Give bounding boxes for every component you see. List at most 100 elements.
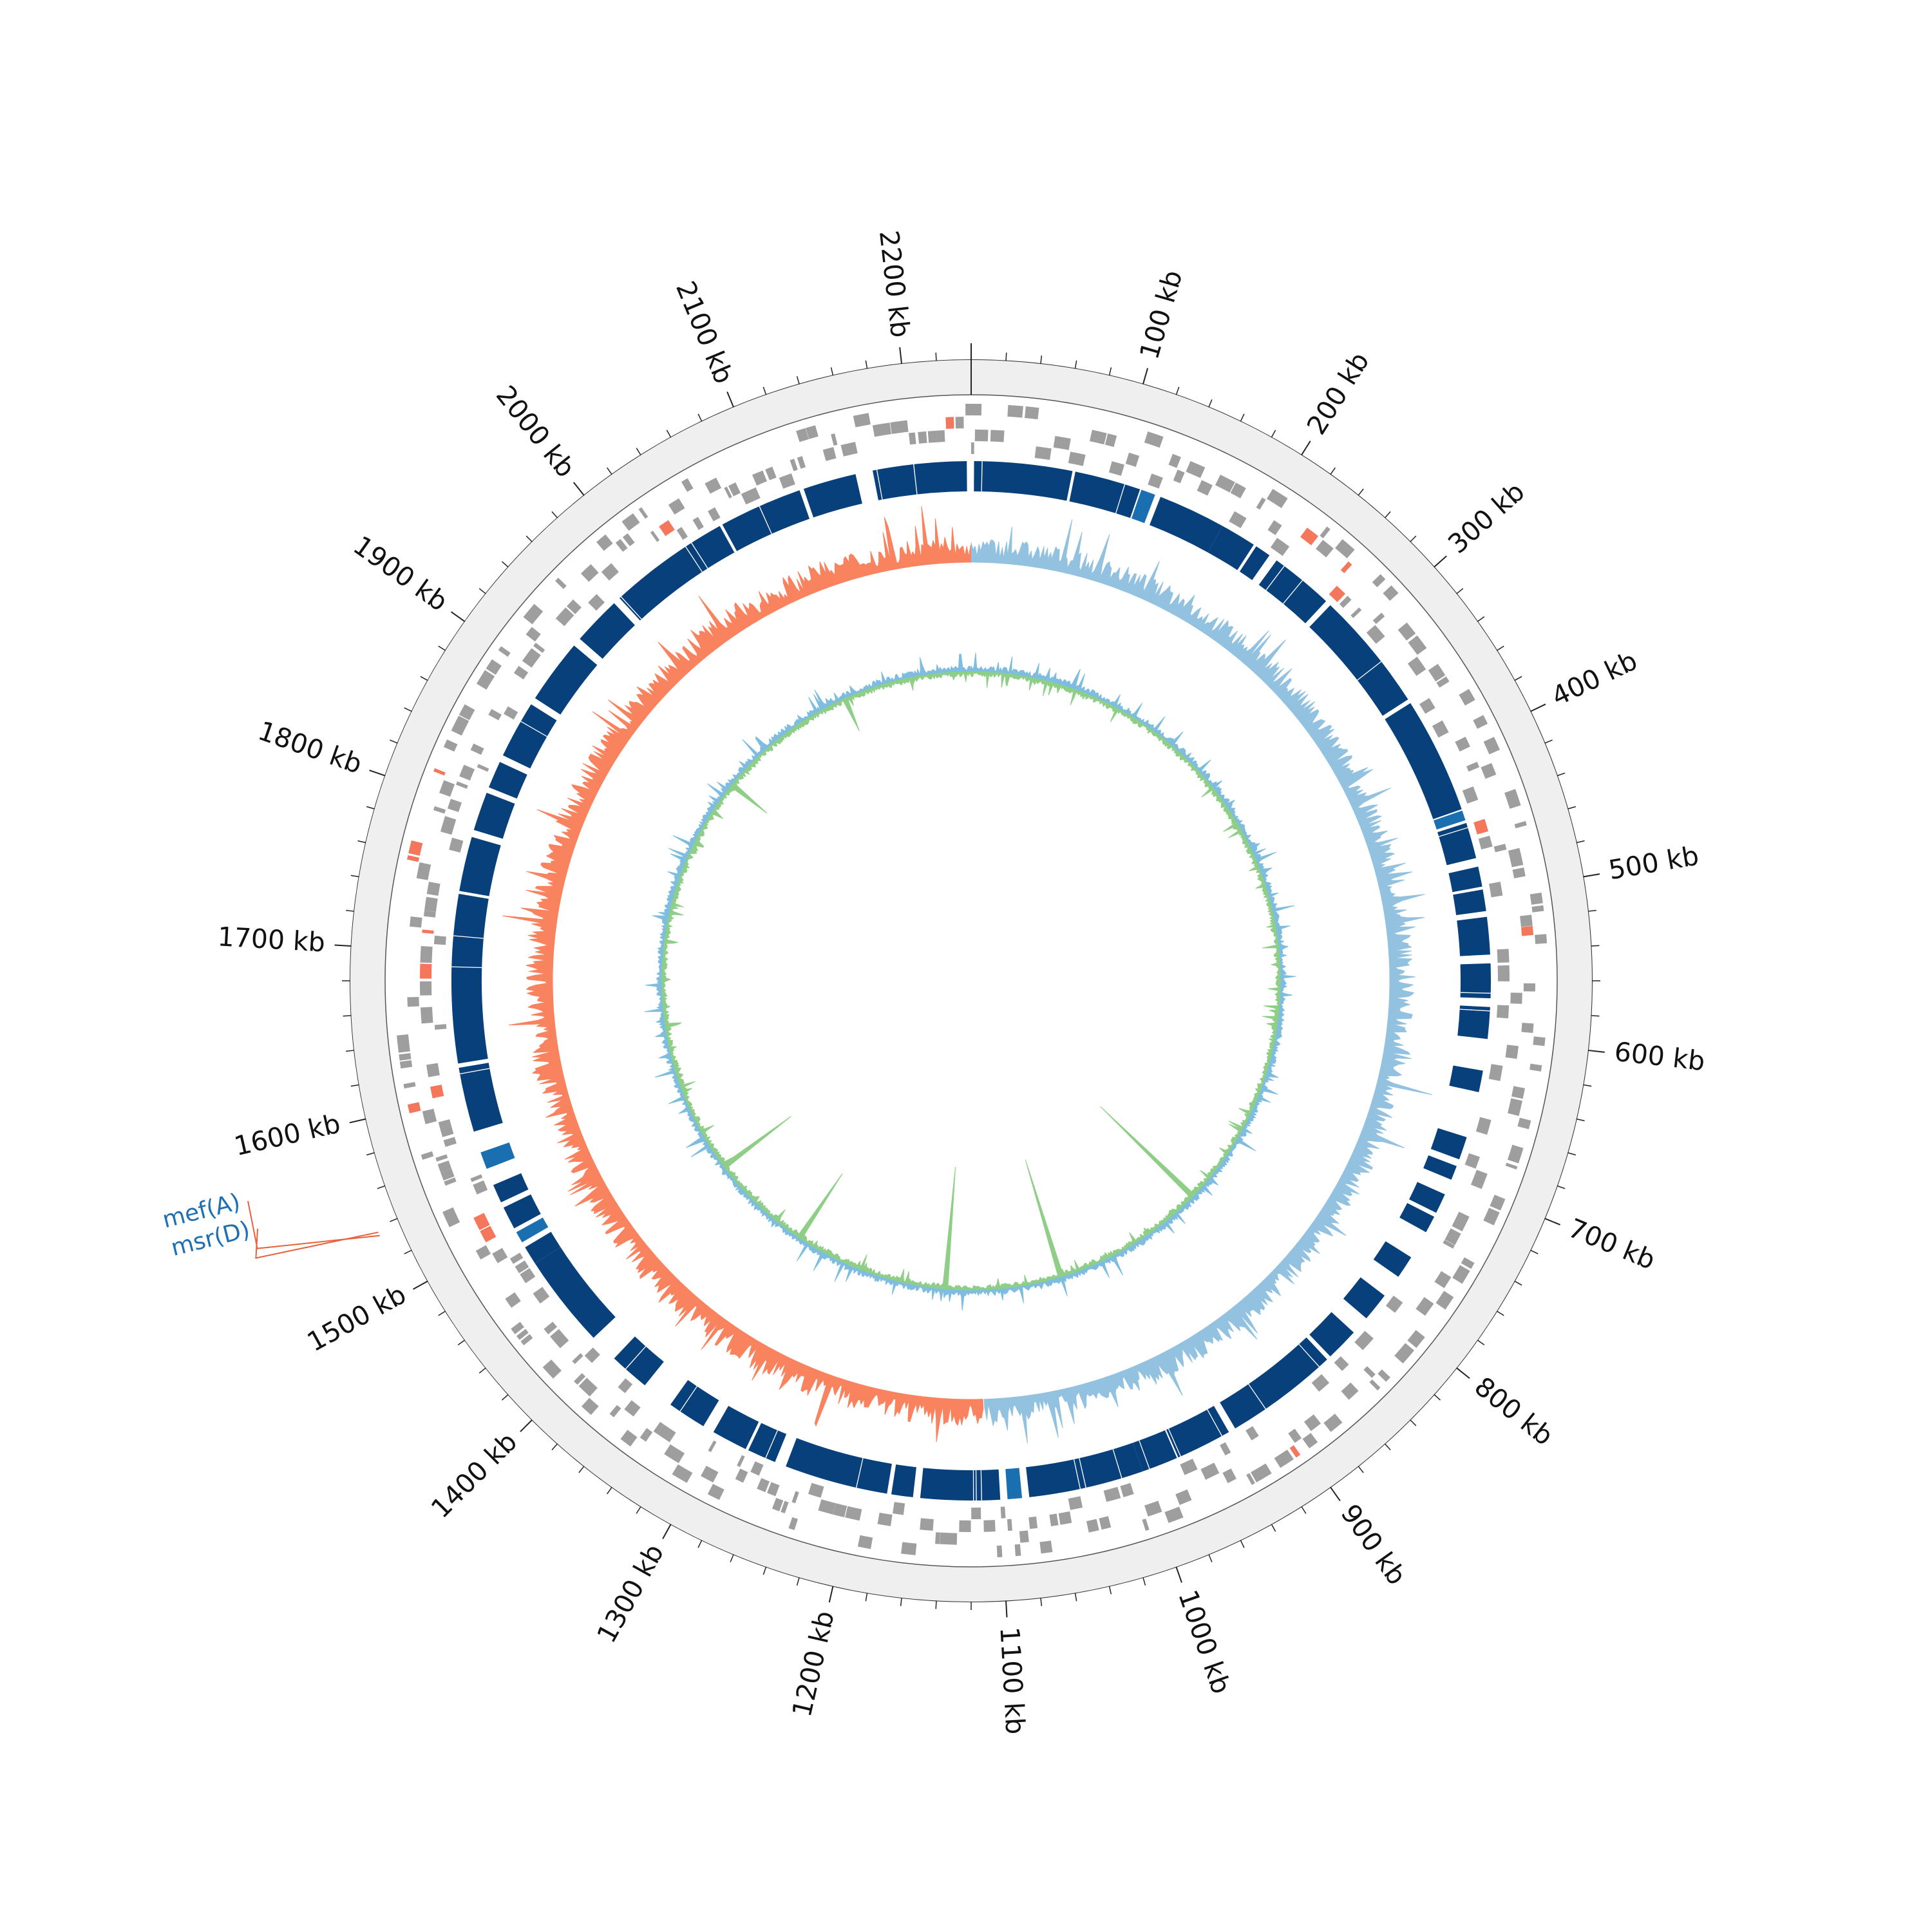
gene-feature — [1478, 835, 1493, 849]
minor-tick — [1301, 1506, 1307, 1514]
gene-feature — [1125, 452, 1140, 467]
minor-tick — [1576, 1118, 1585, 1122]
gene-feature — [901, 1542, 917, 1555]
gene-feature — [566, 599, 582, 614]
minor-tick — [502, 1394, 509, 1401]
gene-feature — [475, 1245, 491, 1260]
gene-feature — [1316, 540, 1334, 558]
gene-feature — [399, 1053, 412, 1061]
gene-feature — [523, 603, 544, 625]
blast-hit-block — [1448, 866, 1482, 893]
gene-feature-highlight — [1520, 925, 1534, 936]
blast-gap-line — [1079, 1458, 1086, 1488]
tick-label: 1500 kb — [302, 1279, 412, 1358]
gene-feature — [434, 1024, 447, 1030]
gene-feature — [1504, 789, 1521, 809]
gene-feature — [620, 1430, 638, 1447]
gene-feature — [533, 642, 545, 653]
minor-tick — [390, 739, 398, 744]
minor-tick — [865, 1593, 868, 1602]
gc-content-track — [644, 652, 1296, 1311]
minor-tick — [1496, 645, 1504, 651]
minor-tick — [1434, 1394, 1441, 1401]
blast-gap-line — [1439, 827, 1468, 837]
gene-feature — [974, 430, 989, 442]
gene-feature — [1366, 625, 1385, 644]
major-tick — [828, 1586, 834, 1603]
gene-feature — [1497, 965, 1510, 981]
blast-hit-block — [1131, 489, 1155, 524]
gene-feature — [1068, 1496, 1083, 1510]
gene-feature — [1251, 1463, 1272, 1482]
blast-gap-line — [1283, 580, 1303, 604]
major-tick — [413, 1280, 428, 1290]
gene-feature — [1521, 1023, 1534, 1033]
tick-label: 400 kb — [1547, 645, 1642, 712]
gene-feature — [1168, 453, 1181, 468]
gene-feature — [1372, 574, 1386, 587]
minor-tick — [1410, 1419, 1417, 1426]
blast-gap-line — [1207, 1409, 1223, 1437]
gene-feature — [940, 1532, 958, 1545]
gc-content-positive — [644, 652, 1296, 1311]
gene-feature — [572, 1353, 583, 1365]
gene-feature — [757, 1478, 770, 1493]
gene-feature — [437, 1160, 452, 1173]
gene-feature — [1385, 1295, 1403, 1313]
blast-hit-block — [535, 645, 598, 715]
gene-feature — [399, 1060, 413, 1069]
blast-hit-block — [503, 1194, 541, 1229]
minor-tick — [697, 413, 703, 422]
gene-feature — [1270, 538, 1290, 556]
major-tick — [726, 391, 735, 408]
gene-feature — [477, 764, 489, 772]
gene-feature — [509, 1253, 524, 1264]
gene-feature — [439, 780, 455, 797]
gene-feature — [447, 799, 462, 813]
minor-tick — [390, 1218, 398, 1222]
gene-feature — [781, 1501, 789, 1513]
major-tick — [520, 1419, 533, 1432]
gene-feature — [584, 1347, 600, 1363]
major-tick — [899, 347, 903, 365]
gene-feature — [681, 478, 694, 492]
gene-feature — [857, 1535, 873, 1549]
gene-feature — [1267, 520, 1282, 535]
gene-feature — [444, 1177, 457, 1186]
gene-feature-highlight — [1473, 819, 1489, 835]
gene-feature — [435, 1154, 448, 1162]
minor-tick — [1208, 399, 1213, 408]
blast-hit-block — [1423, 1155, 1457, 1180]
major-tick — [1434, 555, 1447, 568]
blast-gap-line — [1449, 1086, 1479, 1094]
gene-feature — [1320, 526, 1331, 538]
tick-label: 1400 kb — [425, 1426, 523, 1524]
gene-feature — [1434, 1271, 1452, 1289]
gene-feature — [1535, 934, 1548, 944]
gene-feature — [1483, 737, 1501, 755]
gene-feature — [1334, 1356, 1349, 1371]
blast-gap-line — [1446, 858, 1477, 866]
gene-feature — [1099, 1516, 1112, 1530]
gene-feature — [1068, 451, 1086, 466]
minor-tick — [1557, 1185, 1566, 1189]
gene-feature-highlight — [480, 1226, 497, 1243]
minor-tick — [1271, 1524, 1276, 1532]
gene-feature — [1523, 983, 1535, 992]
gene-feature — [526, 627, 541, 642]
major-tick — [1175, 1566, 1182, 1583]
blast-gap-line — [975, 1470, 977, 1501]
gene-feature — [1086, 1519, 1099, 1533]
blast-hit-block — [670, 1379, 719, 1426]
tick-label: 800 kb — [1469, 1370, 1559, 1451]
gene-feature — [476, 670, 495, 690]
tick-label: 100 kb — [1133, 267, 1188, 363]
gene-feature — [578, 1378, 598, 1397]
gene-feature — [890, 420, 909, 434]
gene-feature — [621, 513, 640, 531]
gc-content-dip — [797, 1173, 843, 1240]
minor-tick — [762, 386, 767, 395]
minor-tick — [350, 1084, 359, 1087]
gene-feature — [1000, 1506, 1006, 1519]
